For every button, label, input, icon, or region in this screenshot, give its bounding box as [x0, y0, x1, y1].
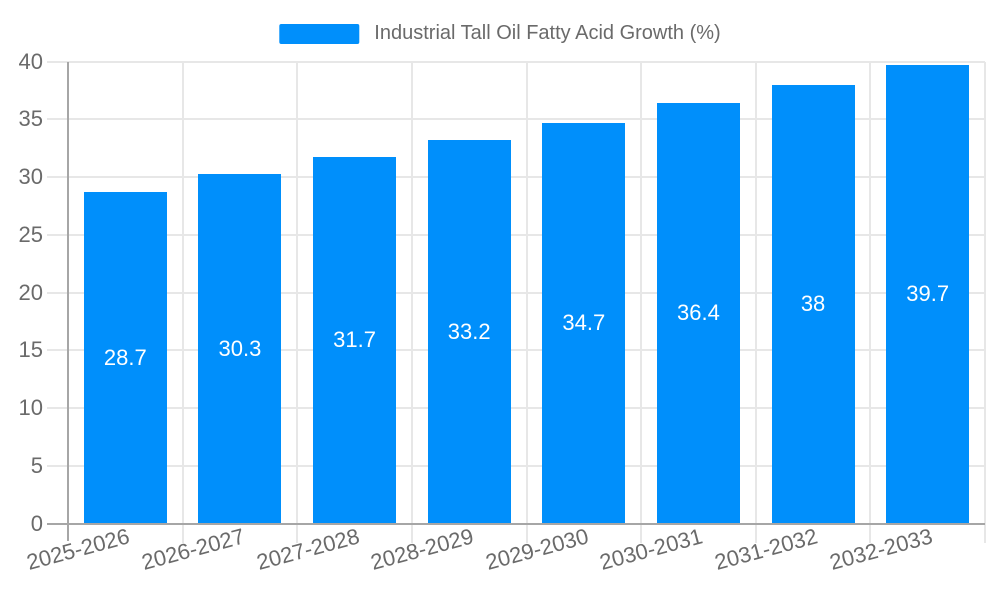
gridline-horizontal	[47, 464, 985, 467]
bar: 33.2	[427, 140, 511, 524]
y-axis-label: 20	[18, 279, 43, 305]
gridline-horizontal	[47, 60, 985, 63]
y-axis-label: 40	[18, 48, 43, 74]
gridline-horizontal	[47, 118, 985, 121]
gridline-vertical	[525, 61, 528, 543]
bar: 31.7	[313, 157, 397, 524]
bar: 34.7	[542, 122, 626, 524]
bar-value-label: 36.4	[677, 300, 720, 326]
legend-label: Industrial Tall Oil Fatty Acid Growth (%…	[374, 22, 721, 44]
y-axis-label: 0	[30, 510, 43, 536]
bar-value-label: 38	[800, 291, 826, 317]
y-axis-label: 25	[18, 221, 43, 247]
bar: 28.7	[83, 192, 167, 524]
gridline-vertical	[640, 61, 643, 543]
gridline-horizontal	[47, 176, 985, 178]
y-axis-label: 5	[30, 452, 43, 478]
gridline-vertical	[410, 61, 413, 543]
x-axis-line	[47, 522, 985, 525]
bar: 39.7	[886, 64, 970, 524]
bar: 30.3	[198, 173, 282, 524]
y-axis-label: 15	[18, 337, 43, 363]
bar: 38	[771, 84, 855, 524]
bar-value-label: 30.3	[218, 335, 262, 361]
gridline-vertical	[181, 61, 184, 543]
gridline-horizontal	[47, 291, 985, 294]
bar-value-label: 39.7	[906, 281, 950, 307]
bar-value-label: 34.7	[562, 310, 606, 336]
gridline-vertical	[984, 61, 986, 543]
y-axis-label: 30	[18, 164, 43, 189]
bar-value-label: 31.7	[333, 327, 376, 353]
gridline-horizontal	[47, 233, 985, 236]
gridline-vertical	[869, 61, 872, 543]
y-axis-label: 35	[18, 106, 43, 132]
legend-swatch	[279, 23, 360, 44]
bar: 36.4	[656, 103, 740, 524]
bar-value-label: 28.7	[103, 344, 147, 370]
legend-item[interactable]: Industrial Tall Oil Fatty Acid Growth (%…	[279, 22, 721, 45]
gridline-vertical	[754, 61, 757, 543]
gridline-horizontal	[47, 407, 985, 409]
gridline-vertical	[296, 61, 299, 543]
bar-value-label: 33.2	[447, 318, 491, 344]
y-axis-label: 10	[18, 395, 43, 420]
gridline-horizontal	[47, 349, 985, 352]
y-axis-line	[67, 61, 69, 541]
